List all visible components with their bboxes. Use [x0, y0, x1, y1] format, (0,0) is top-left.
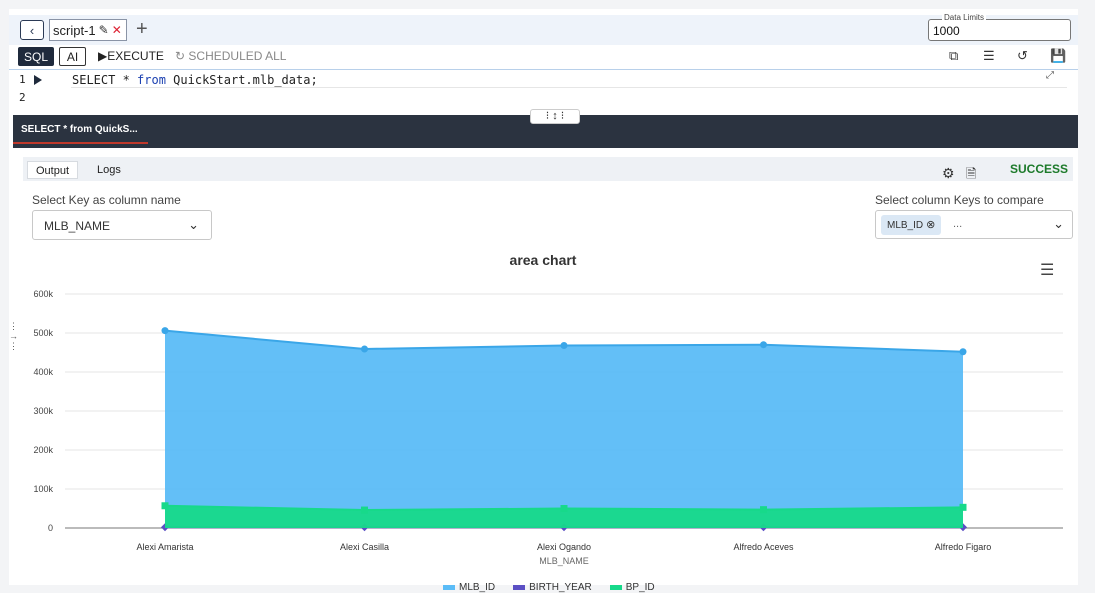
- x-tick-label: Alexi Amarista: [136, 542, 193, 552]
- ai-mode-button[interactable]: AI: [59, 47, 86, 66]
- y-tick-label: 600k: [33, 289, 53, 299]
- code-text: *: [115, 73, 137, 87]
- data-point: [760, 506, 767, 513]
- line-number: 2: [19, 91, 26, 104]
- add-tab-button[interactable]: +: [136, 18, 148, 40]
- x-tick-label: Alexi Ogando: [537, 542, 591, 552]
- tab-script[interactable]: script-1 ✎ ✕: [49, 19, 127, 41]
- format-icon[interactable]: ☰: [983, 48, 995, 64]
- execute-button[interactable]: ▶EXECUTE: [98, 49, 164, 63]
- line-gutter: 1 2: [9, 70, 69, 115]
- tab-output[interactable]: Output: [27, 161, 78, 179]
- data-point: [162, 327, 169, 334]
- data-point: [760, 341, 767, 348]
- editor-toolbar: SQL AI ▶EXECUTE ↻ SCHEDULED ALL ⧉ ☰ ↺ 💾: [9, 46, 1078, 70]
- sql-code[interactable]: SELECT * from QuickStart.mlb_data;: [72, 73, 318, 87]
- code-keyword: SELECT: [72, 73, 115, 87]
- gear-icon[interactable]: ⚙: [942, 165, 955, 182]
- area-mlb-id: [165, 331, 963, 528]
- plus-icon: +: [136, 18, 148, 40]
- compare-select[interactable]: MLB_ID⊗ ... ⌄: [875, 210, 1073, 239]
- data-point: [561, 342, 568, 349]
- tab-logs[interactable]: Logs: [89, 161, 129, 179]
- key-select[interactable]: MLB_NAME ⌄: [32, 210, 212, 240]
- resize-handle[interactable]: ⁝ ↕ ⁝: [530, 109, 580, 124]
- copy-icon[interactable]: ⧉: [949, 48, 958, 64]
- tab-bar: ‹ script-1 ✎ ✕ + Data Limits 1000: [9, 15, 1078, 45]
- code-editor[interactable]: 1 2 SELECT * from QuickStart.mlb_data; ⤢: [9, 69, 1078, 114]
- y-tick-label: 0: [48, 523, 53, 533]
- y-tick-label: 100k: [33, 484, 53, 494]
- play-icon: ▶: [98, 49, 107, 63]
- status-badge: SUCCESS: [1010, 162, 1068, 176]
- data-point: [361, 507, 368, 514]
- refresh-icon: ↻: [175, 49, 185, 63]
- x-tick-label: Alfredo Figaro: [935, 542, 992, 552]
- key-select-value: MLB_NAME: [44, 219, 110, 233]
- data-point: [361, 345, 368, 352]
- output-tabs: Output Logs: [23, 157, 1073, 181]
- chevron-down-icon: ⌄: [188, 217, 199, 233]
- pdf-icon[interactable]: 🗎: [966, 165, 976, 187]
- back-button[interactable]: ‹: [20, 20, 44, 40]
- scheduled-all-button[interactable]: ↻ SCHEDULED ALL: [175, 49, 286, 63]
- y-tick-label: 400k: [33, 367, 53, 377]
- undo-icon[interactable]: ↺: [1017, 48, 1028, 64]
- sql-mode-button[interactable]: SQL: [18, 47, 54, 66]
- result-tab[interactable]: SELECT * from QuickS...: [13, 115, 148, 144]
- code-keyword: from: [137, 73, 166, 87]
- expand-icon[interactable]: ⤢: [1046, 70, 1054, 81]
- app-frame: ‹ script-1 ✎ ✕ + Data Limits 1000 SQL AI…: [9, 9, 1078, 585]
- compare-select-label: Select column Keys to compare: [875, 193, 1044, 207]
- scheduled-label: SCHEDULED ALL: [188, 49, 286, 63]
- key-select-label: Select Key as column name: [32, 193, 181, 207]
- data-point: [561, 505, 568, 512]
- line-number: 1: [19, 73, 26, 86]
- data-point: [960, 348, 967, 355]
- compare-more: ...: [953, 218, 962, 230]
- code-text: QuickStart.mlb_data;: [166, 73, 318, 87]
- remove-chip-icon[interactable]: ⊗: [926, 219, 935, 231]
- area-chart: 0 100k 200k 300k 400k 500k 600k Alexi Amarista A…: [13, 244, 1073, 585]
- save-icon[interactable]: 💾: [1050, 48, 1066, 64]
- y-tick-label: 300k: [33, 406, 53, 416]
- data-limits-value[interactable]: 1000: [933, 24, 960, 38]
- close-icon[interactable]: ✕: [112, 23, 122, 37]
- pencil-icon[interactable]: ✎: [99, 23, 109, 37]
- x-tick-label: Alfredo Aceves: [733, 542, 794, 552]
- run-line-icon[interactable]: [34, 75, 42, 85]
- y-tick-label: 200k: [33, 445, 53, 455]
- data-limits-label: Data Limits: [942, 13, 986, 22]
- data-point: [960, 504, 967, 511]
- chevron-down-icon: ⌄: [1053, 216, 1064, 232]
- chevron-left-icon: ‹: [30, 23, 34, 38]
- compare-chip-label: MLB_ID: [887, 220, 923, 231]
- data-point: [162, 502, 169, 509]
- y-tick-label: 500k: [33, 328, 53, 338]
- execute-label: EXECUTE: [107, 49, 164, 63]
- data-limits-field[interactable]: Data Limits 1000: [928, 19, 1071, 41]
- side-handle-icon[interactable]: ⋮→⋮: [9, 321, 18, 351]
- compare-chip[interactable]: MLB_ID⊗: [881, 215, 941, 235]
- x-axis-label: MLB_NAME: [539, 556, 589, 566]
- x-tick-label: Alexi Casilla: [340, 542, 389, 552]
- current-line: [71, 87, 1067, 103]
- drag-handle-icon: ⁝ ↕ ⁝: [546, 110, 565, 122]
- tab-label: script-1: [53, 23, 96, 38]
